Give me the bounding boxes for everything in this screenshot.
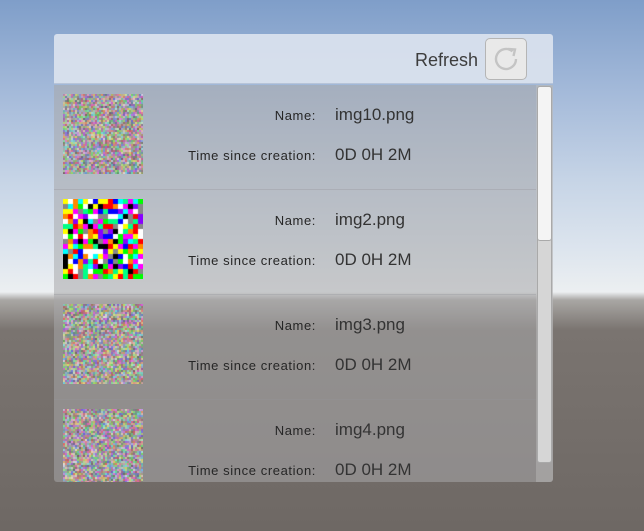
time-label: Time since creation: [188, 148, 316, 163]
image-name: img3.png [335, 315, 405, 334]
image-name: img2.png [335, 210, 405, 229]
time-label: Time since creation: [188, 463, 316, 478]
vertical-scrollbar[interactable] [536, 85, 553, 482]
time-since-creation: 0D 0H 2M [335, 250, 412, 269]
refresh-button[interactable] [485, 38, 527, 80]
time-since-creation: 0D 0H 2M [335, 355, 412, 374]
list-item[interactable]: Name: img3.png Time since creation: 0D 0… [54, 295, 536, 400]
name-label: Name: [274, 108, 316, 123]
time-label: Time since creation: [188, 358, 316, 373]
image-list[interactable]: Name: img10.png Time since creation: 0D … [54, 85, 553, 482]
image-name: img10.png [335, 105, 415, 124]
list-item[interactable]: Name: img4.png Time since creation: 0D 0… [54, 400, 536, 482]
time-label: Time since creation: [188, 253, 316, 268]
time-since-creation: 0D 0H 2M [335, 145, 412, 164]
image-list-panel: Refresh Name: img10.png Time since creat… [54, 34, 553, 482]
panel-header: Refresh [54, 34, 553, 84]
image-thumbnail [63, 94, 143, 174]
refresh-label: Refresh [414, 50, 478, 70]
scrollbar-handle[interactable] [537, 86, 552, 241]
name-label: Name: [274, 423, 316, 438]
image-thumbnail [63, 199, 143, 279]
list-item[interactable]: Name: img10.png Time since creation: 0D … [54, 85, 536, 190]
refresh-icon [494, 47, 518, 71]
list-item[interactable]: Name: img2.png Time since creation: 0D 0… [54, 190, 536, 295]
name-label: Name: [274, 213, 316, 228]
image-thumbnail [63, 409, 143, 482]
name-label: Name: [274, 318, 316, 333]
image-thumbnail [63, 304, 143, 384]
time-since-creation: 0D 0H 2M [335, 460, 412, 479]
image-name: img4.png [335, 420, 405, 439]
